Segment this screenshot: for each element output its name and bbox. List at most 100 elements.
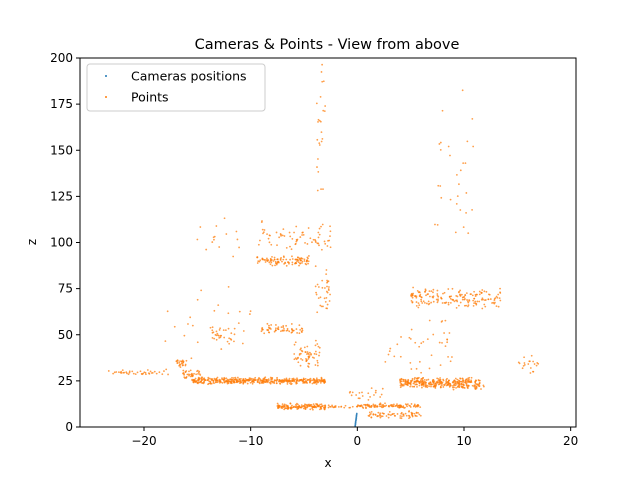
point-marker <box>399 380 402 383</box>
point-marker <box>295 258 298 261</box>
point-marker <box>321 286 324 289</box>
point-marker <box>462 162 465 165</box>
point-marker <box>195 380 198 383</box>
point-marker <box>268 331 271 334</box>
point-marker <box>264 261 267 263</box>
point-marker <box>462 381 464 384</box>
point-marker <box>291 258 294 260</box>
point-marker <box>307 357 310 360</box>
point-marker <box>281 329 284 332</box>
point-marker <box>300 357 302 360</box>
point-marker <box>211 336 214 339</box>
point-marker <box>325 307 328 310</box>
point-marker <box>455 203 458 205</box>
point-marker <box>474 387 476 389</box>
point-marker <box>361 391 363 394</box>
point-marker <box>329 230 332 233</box>
point-marker <box>331 404 333 407</box>
point-marker <box>193 380 196 383</box>
point-marker <box>444 302 447 304</box>
point-marker <box>250 379 252 381</box>
point-marker <box>529 372 532 374</box>
point-marker <box>328 286 330 288</box>
point-marker <box>436 377 439 380</box>
point-marker <box>307 260 310 263</box>
point-marker <box>251 382 254 385</box>
point-marker <box>291 406 294 409</box>
point-marker <box>237 322 240 325</box>
point-marker <box>428 319 431 322</box>
point-marker <box>324 380 326 382</box>
point-marker <box>115 371 118 373</box>
point-marker <box>391 413 394 416</box>
point-marker <box>283 328 285 330</box>
point-marker <box>412 405 415 408</box>
point-marker <box>329 405 331 408</box>
point-marker <box>443 332 446 334</box>
point-marker <box>293 231 295 234</box>
point-marker <box>274 260 277 263</box>
point-marker <box>296 332 299 334</box>
point-marker <box>300 406 303 408</box>
point-marker <box>317 231 320 234</box>
point-marker <box>389 414 392 416</box>
point-marker <box>392 403 395 406</box>
point-marker <box>426 386 429 389</box>
point-marker <box>289 235 292 238</box>
point-marker <box>252 378 255 381</box>
point-marker <box>480 298 483 301</box>
point-marker <box>295 328 298 330</box>
point-marker <box>309 381 311 384</box>
point-marker <box>263 379 266 381</box>
point-marker <box>437 299 439 302</box>
point-marker <box>301 234 303 236</box>
point-marker <box>257 260 260 263</box>
point-marker <box>411 377 414 380</box>
point-marker <box>297 356 299 359</box>
point-marker <box>387 353 390 356</box>
point-marker <box>269 382 272 385</box>
y-tick-label: 100 <box>50 236 73 250</box>
point-marker <box>368 413 371 416</box>
point-marker <box>493 302 496 305</box>
point-marker <box>457 382 459 385</box>
point-marker <box>449 297 452 300</box>
point-marker <box>263 332 266 335</box>
point-marker <box>261 380 264 383</box>
point-marker <box>443 291 446 294</box>
point-marker <box>285 264 288 267</box>
point-marker <box>321 63 324 66</box>
point-marker <box>411 294 414 297</box>
point-marker <box>415 301 418 303</box>
point-marker <box>197 378 200 381</box>
point-marker <box>233 381 236 384</box>
point-marker <box>318 119 321 122</box>
point-marker <box>291 237 294 240</box>
point-marker <box>261 328 264 331</box>
point-marker <box>467 232 470 235</box>
point-marker <box>235 379 238 382</box>
point-marker <box>308 362 311 365</box>
point-marker <box>297 407 300 409</box>
point-marker <box>407 378 410 381</box>
point-marker <box>487 298 490 301</box>
point-marker <box>304 351 307 353</box>
point-marker <box>385 415 388 417</box>
point-marker <box>263 377 266 380</box>
point-marker <box>307 403 310 406</box>
point-marker <box>439 141 442 144</box>
point-marker <box>281 380 284 382</box>
point-marker <box>306 345 309 348</box>
point-marker <box>288 262 290 265</box>
point-marker <box>292 329 295 332</box>
point-marker <box>398 404 401 407</box>
point-marker <box>312 238 315 241</box>
point-marker <box>294 341 297 344</box>
point-marker <box>437 295 440 298</box>
point-marker <box>463 384 465 387</box>
point-marker <box>446 383 449 386</box>
point-marker <box>180 362 183 365</box>
point-marker <box>349 406 352 409</box>
point-marker <box>226 382 229 385</box>
point-marker <box>472 145 475 148</box>
